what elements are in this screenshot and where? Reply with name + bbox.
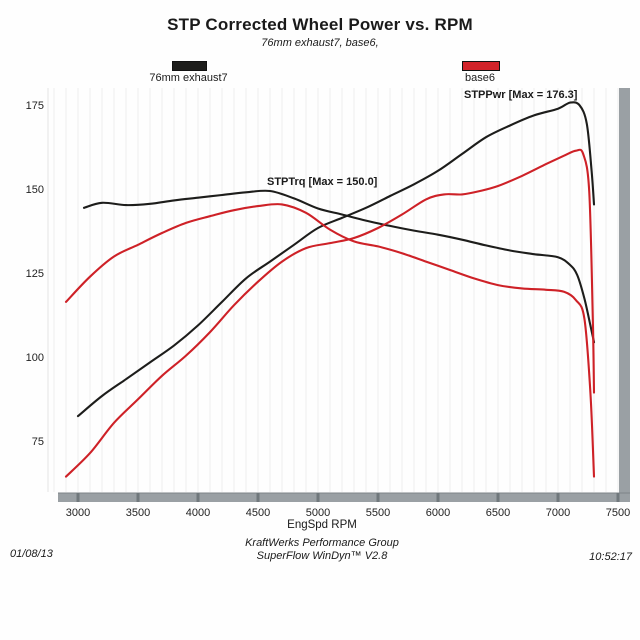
x-axis-tick-mark xyxy=(316,493,320,502)
x-axis-tick-mark xyxy=(496,493,500,502)
x-axis-tick-mark xyxy=(616,493,620,502)
x-axis-tick-mark xyxy=(376,493,380,502)
series-stppwr-76mm-exhaust7 xyxy=(76,101,596,418)
right-axis-bar xyxy=(619,88,630,502)
x-tick-6000: 6000 xyxy=(425,507,451,519)
x-axis-tick-mark xyxy=(76,493,80,502)
x-tick-4500: 4500 xyxy=(245,507,271,519)
x-tick-5500: 5500 xyxy=(365,507,391,519)
y-tick-125: 125 xyxy=(25,268,44,280)
x-axis-tick-mark xyxy=(196,493,200,502)
x-tick-3500: 3500 xyxy=(125,507,151,519)
x-axis-label: EngSpd RPM xyxy=(287,519,357,531)
y-tick-150: 150 xyxy=(25,184,44,196)
legend-swatch-76mm-exhaust7 xyxy=(172,61,207,71)
legend-label-base6: base6 xyxy=(465,72,495,84)
x-tick-3000: 3000 xyxy=(65,507,91,519)
annotation-stppwr-max: STPPwr [Max = 176.3] xyxy=(464,89,578,101)
y-tick-75: 75 xyxy=(31,436,44,448)
x-axis-bar xyxy=(58,493,630,502)
series-stptrq-76mm-exhaust7 xyxy=(82,189,596,344)
series-stppwr-base6 xyxy=(64,148,596,478)
x-tick-5000: 5000 xyxy=(305,507,331,519)
x-axis-tick-mark xyxy=(556,493,560,502)
footer-date: 01/08/13 xyxy=(10,548,53,560)
footer-software: SuperFlow WinDyn™ V2.8 xyxy=(256,550,388,562)
x-tick-7000: 7000 xyxy=(545,507,571,519)
footer-time: 10:52:17 xyxy=(589,551,632,563)
x-axis-tick-mark xyxy=(436,493,440,502)
chart-subtitle: 76mm exhaust7, base6, xyxy=(261,37,379,49)
x-axis-tick-mark xyxy=(256,493,260,502)
x-tick-4000: 4000 xyxy=(185,507,211,519)
chart-title: STP Corrected Wheel Power vs. RPM xyxy=(167,15,473,34)
series-stptrq-base6 xyxy=(64,203,596,478)
x-axis-tick-mark xyxy=(136,493,140,502)
y-tick-175: 175 xyxy=(25,100,44,112)
legend-swatch-base6 xyxy=(462,61,500,71)
annotation-stptrq-max: STPTrq [Max = 150.0] xyxy=(267,176,378,188)
x-tick-7500: 7500 xyxy=(605,507,631,519)
footer-company: KraftWerks Performance Group xyxy=(245,537,399,549)
legend-label-76mm-exhaust7: 76mm exhaust7 xyxy=(149,72,228,84)
y-tick-100: 100 xyxy=(25,352,44,364)
x-tick-6500: 6500 xyxy=(485,507,511,519)
